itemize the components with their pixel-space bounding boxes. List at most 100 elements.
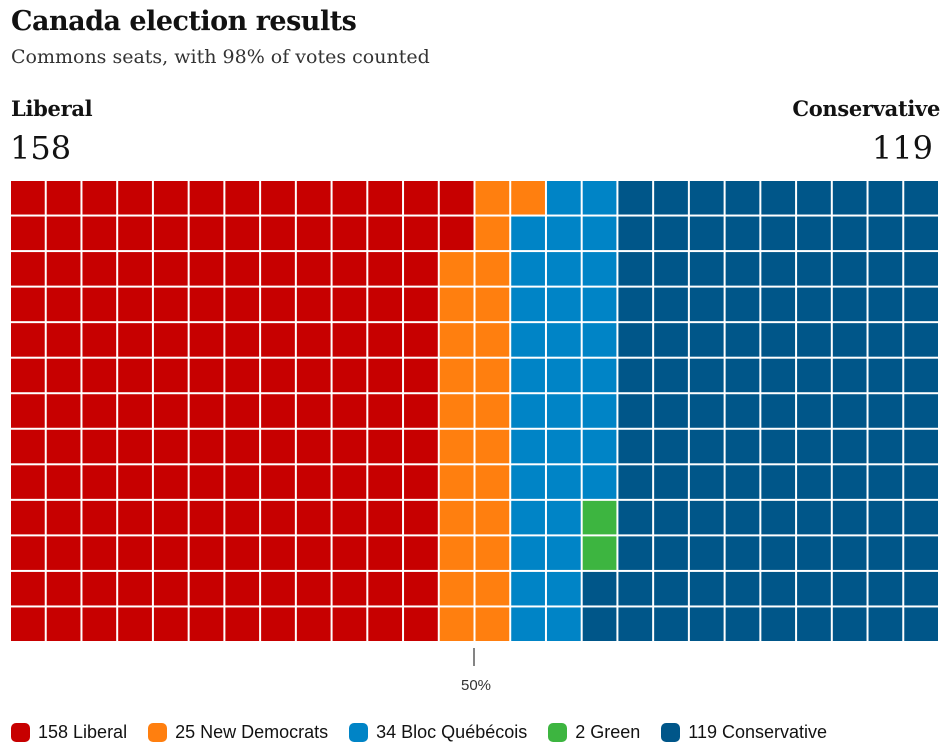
seat-cell-liberal [46, 358, 81, 393]
seat-cell-conservative [689, 571, 724, 606]
seat-cell-conservative [797, 181, 831, 215]
legend-swatch [548, 723, 568, 742]
seat-cell-liberal [225, 181, 260, 215]
legend-label: 25 New Democrats [175, 722, 329, 742]
seat-cell-bloc-qu-b-cois [582, 216, 617, 251]
seat-cell-new-democrats [439, 252, 474, 286]
seat-cell-liberal [368, 429, 403, 464]
seat-cell-liberal [439, 181, 474, 215]
seat-cell-liberal [118, 323, 152, 357]
seat-cell-liberal [118, 252, 152, 286]
seat-cell-bloc-qu-b-cois [546, 287, 581, 322]
seat-cell-liberal [189, 252, 224, 286]
seat-cell-conservative [832, 429, 867, 464]
seat-cell-liberal [261, 536, 295, 570]
seat-cell-conservative [904, 216, 938, 251]
seat-cell-conservative [797, 287, 831, 322]
seat-cell-bloc-qu-b-cois [546, 429, 581, 464]
seat-cell-liberal [296, 358, 331, 393]
seat-cell-liberal [261, 358, 295, 393]
seat-cell-conservative [832, 216, 867, 251]
seat-cell-liberal [225, 500, 260, 535]
seat-cell-conservative [654, 216, 688, 251]
seat-cell-conservative [868, 181, 903, 215]
seat-cell-liberal [404, 429, 438, 464]
seat-cell-conservative [618, 500, 653, 535]
seat-cell-conservative [725, 252, 760, 286]
seat-cell-conservative [761, 429, 796, 464]
seat-cell-conservative [761, 323, 796, 357]
seat-cells [11, 181, 938, 641]
seat-cell-liberal [82, 607, 117, 641]
seat-cell-liberal [153, 394, 188, 428]
seat-cell-bloc-qu-b-cois [582, 358, 617, 393]
seat-cell-liberal [46, 394, 81, 428]
seat-cell-liberal [261, 607, 295, 641]
seat-cell-liberal [82, 536, 117, 570]
seat-cell-liberal [153, 500, 188, 535]
seat-cell-liberal [189, 465, 224, 499]
seat-cell-bloc-qu-b-cois [546, 252, 581, 286]
seat-cell-conservative [654, 429, 688, 464]
seat-cell-liberal [11, 500, 45, 535]
seat-cell-liberal [82, 429, 117, 464]
seat-cell-liberal [118, 358, 152, 393]
seat-cell-conservative [689, 358, 724, 393]
seat-cell-conservative [689, 500, 724, 535]
seat-cell-liberal [225, 287, 260, 322]
seat-cell-liberal [153, 323, 188, 357]
seat-cell-conservative [868, 394, 903, 428]
seat-cell-liberal [332, 607, 367, 641]
seat-cell-liberal [261, 571, 295, 606]
seat-cell-liberal [368, 500, 403, 535]
seat-cell-liberal [368, 536, 403, 570]
legend-swatch [661, 723, 681, 742]
seat-cell-conservative [797, 500, 831, 535]
seat-cell-liberal [225, 252, 260, 286]
seat-cell-conservative [654, 571, 688, 606]
seat-cell-liberal [82, 500, 117, 535]
seat-cell-bloc-qu-b-cois [546, 465, 581, 499]
seat-cell-conservative [618, 358, 653, 393]
seat-cell-liberal [189, 323, 224, 357]
seat-cell-liberal [296, 323, 331, 357]
seat-cell-conservative [761, 536, 796, 570]
seat-cell-bloc-qu-b-cois [511, 323, 545, 357]
seat-cell-conservative [689, 394, 724, 428]
seat-cell-conservative [618, 181, 653, 215]
seat-cell-liberal [261, 429, 295, 464]
seat-cell-bloc-qu-b-cois [511, 252, 545, 286]
seat-cell-bloc-qu-b-cois [582, 252, 617, 286]
seat-cell-liberal [82, 465, 117, 499]
seat-cell-liberal [296, 216, 331, 251]
seat-cell-conservative [618, 429, 653, 464]
seat-cell-conservative [654, 500, 688, 535]
seat-cell-conservative [689, 216, 724, 251]
seat-cell-liberal [332, 216, 367, 251]
seat-cell-liberal [11, 465, 45, 499]
seat-cell-liberal [225, 465, 260, 499]
seat-cell-liberal [189, 181, 224, 215]
seat-cell-liberal [296, 429, 331, 464]
seat-cell-liberal [332, 429, 367, 464]
seat-cell-conservative [904, 500, 938, 535]
seat-cell-liberal [404, 500, 438, 535]
seat-cell-liberal [404, 536, 438, 570]
legend: 158 Liberal 25 New Democrats 34 Bloc Québé… [11, 722, 848, 743]
seat-cell-new-democrats [439, 571, 474, 606]
seat-cell-conservative [654, 394, 688, 428]
seat-cell-liberal [118, 181, 152, 215]
seat-cell-bloc-qu-b-cois [511, 358, 545, 393]
seat-cell-conservative [832, 465, 867, 499]
seat-cell-conservative [761, 216, 796, 251]
majority-label: 50% [460, 677, 492, 694]
seat-cell-liberal [118, 536, 152, 570]
seat-cell-liberal [332, 394, 367, 428]
seat-cell-liberal [189, 536, 224, 570]
seat-cell-liberal [11, 287, 45, 322]
seat-cell-conservative [832, 500, 867, 535]
legend-item: 34 Bloc Québécois [349, 722, 527, 743]
seat-cell-liberal [82, 358, 117, 393]
seat-cell-conservative [725, 500, 760, 535]
seat-cell-liberal [153, 607, 188, 641]
